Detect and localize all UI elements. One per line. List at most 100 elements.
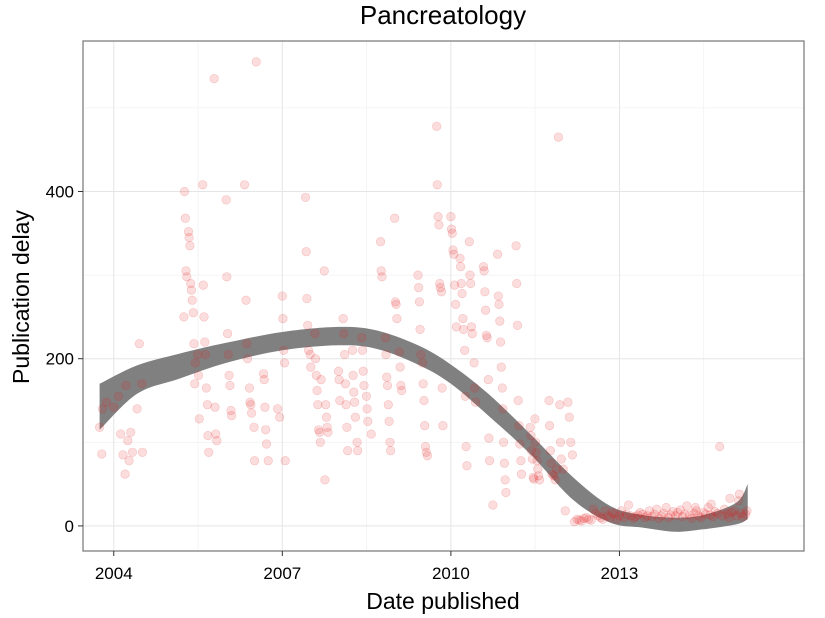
data-point [593,511,603,521]
data-point [316,375,326,385]
data-point [710,507,720,517]
data-point [478,262,489,272]
data-point [350,397,360,407]
data-point [547,469,557,479]
data-point [183,227,194,237]
data-point [661,502,671,513]
data-point [185,241,195,251]
data-point [121,380,131,391]
data-point [647,512,657,522]
data-point [311,370,321,381]
data-point [359,380,369,391]
data-point [118,450,128,460]
data-point [422,451,433,461]
data-point [529,474,539,484]
data-point [666,510,676,520]
data-point [649,509,659,519]
data-point [612,514,622,524]
data-point [277,291,287,301]
data-point [101,397,112,407]
data-point [496,362,506,372]
data-point [251,57,261,67]
data-point [226,405,236,416]
data-point [353,446,363,456]
data-point [333,366,344,376]
data-point [279,358,290,368]
data-point [413,270,423,280]
data-point [725,493,735,503]
data-point [396,380,406,391]
x-tick-label: 2010 [432,564,470,583]
data-point [347,345,358,355]
data-point [120,469,130,479]
data-point [682,501,692,511]
data-point [600,506,610,516]
data-point [483,375,493,385]
data-point [652,504,662,514]
data-point [366,429,376,439]
data-point [689,508,699,519]
data-point [420,441,431,452]
data-point [315,427,325,437]
data-point [731,511,742,521]
data-point [668,507,678,517]
data-point [694,511,704,521]
data-point [435,283,446,293]
data-point [335,395,345,406]
data-point [572,514,582,524]
data-point [397,385,407,396]
data-point [455,253,465,263]
data-point [305,349,315,360]
data-point [420,421,430,431]
data-point [470,383,480,393]
data-point [434,220,444,230]
data-point [201,383,211,393]
data-point [516,456,526,466]
data-point [302,293,312,304]
data-point [738,512,748,522]
data-point [484,433,494,443]
data-point [361,391,372,401]
data-point [300,192,311,202]
data-point [493,249,503,259]
data-point [418,379,428,389]
data-point [97,449,107,459]
data-point [261,425,271,435]
data-point [116,429,126,439]
data-point [553,132,564,142]
data-point [221,195,231,205]
data-point [479,266,489,276]
data-point [530,414,540,424]
data-point [654,513,664,524]
data-point [320,475,330,485]
data-point [462,461,472,471]
data-point [377,272,387,282]
data-point [544,395,554,406]
data-point [705,510,715,520]
data-point [193,349,203,360]
data-point [556,454,566,464]
data-point [227,411,237,421]
data-point [303,345,314,355]
data-point [610,509,620,519]
data-point [193,370,204,381]
data-point [245,397,255,407]
data-points [94,57,752,527]
data-point [511,241,521,251]
data-point [703,502,713,513]
data-point [432,180,442,190]
data-point [686,513,697,524]
data-point [380,333,391,343]
data-point [376,266,386,276]
data-point [734,489,745,499]
data-point [670,511,681,521]
data-point [677,512,688,522]
data-point [244,383,254,393]
data-point [438,421,448,431]
data-point [656,511,667,521]
data-point [273,404,283,414]
chart-title: Pancreatology [360,0,526,30]
data-point [498,404,508,414]
data-point [184,232,194,243]
